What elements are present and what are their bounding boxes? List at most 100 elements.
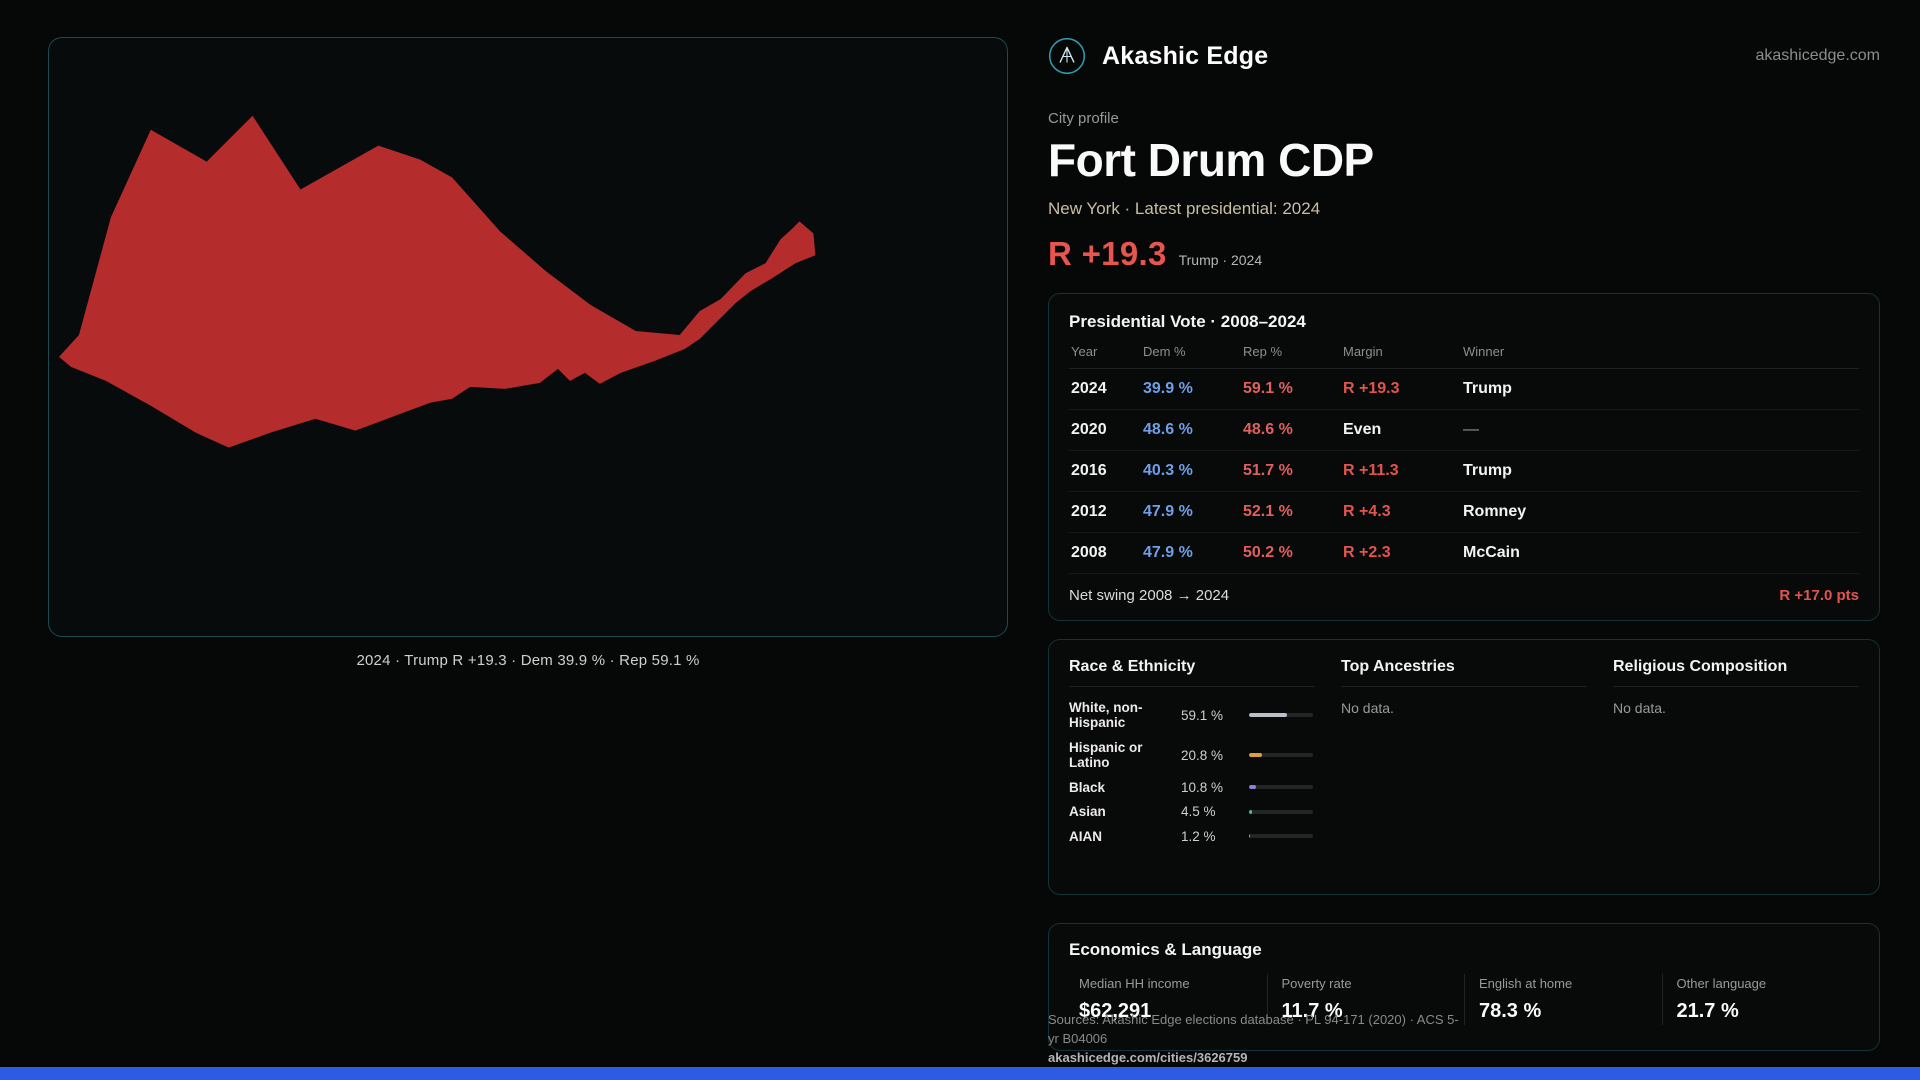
race-label: AIAN [1069, 828, 1102, 844]
bottom-bar [0, 1067, 1920, 1080]
brand-name: Akashic Edge [1102, 41, 1269, 70]
race-bar-fill [1249, 753, 1263, 758]
rep-cell: 51.7 % [1243, 461, 1293, 479]
winner-cell: Romney [1463, 502, 1527, 520]
vote-card-title: Presidential Vote · 2008–2024 [1069, 311, 1306, 331]
vote-row-2020: 2020 48.6 % 48.6 % Even — [1069, 410, 1859, 451]
vote-table: Year Dem % Rep % Margin Winner 2024 39.9… [1069, 344, 1859, 574]
race-row: White, non-Hispanic 59.1 % [1069, 700, 1315, 731]
partisan-lean-value: R +19.3 [1048, 234, 1167, 272]
col-header-dem: Dem % [1143, 343, 1186, 359]
race-bar [1249, 753, 1313, 758]
year-cell: 2012 [1071, 502, 1107, 520]
race-value: 20.8 % [1181, 747, 1224, 763]
rep-cell: 59.1 % [1243, 379, 1293, 397]
winner-cell: McCain [1463, 543, 1520, 561]
partisan-lean: R +19.3 Trump · 2024 [1048, 235, 1880, 273]
race-bar-fill [1249, 809, 1252, 814]
brand-header: Akashic Edge akashicedge.com [1048, 36, 1880, 76]
ancestries-empty-state: No data. [1341, 699, 1394, 716]
col-header-rep: Rep % [1243, 343, 1283, 359]
margin-cell: R +11.3 [1343, 461, 1399, 479]
col-header-winner: Winner [1463, 343, 1505, 359]
vote-row-2016: 2016 40.3 % 51.7 % R +11.3 Trump [1069, 451, 1859, 492]
economics-title: Economics & Language [1069, 939, 1262, 959]
col-header-margin: Margin [1343, 343, 1383, 359]
margin-cell: R +2.3 [1343, 543, 1391, 561]
rep-cell: 50.2 % [1243, 543, 1293, 561]
stat-value: 78.3 % [1479, 999, 1542, 1022]
map-caption: 2024 · Trump R +19.3 · Dem 39.9 % · Rep … [356, 652, 700, 669]
dem-cell: 39.9 % [1143, 379, 1193, 397]
dem-cell: 47.9 % [1143, 502, 1193, 520]
race-value: 10.8 % [1181, 779, 1224, 795]
brand-logo-icon [1048, 37, 1086, 75]
race-bar-fill [1249, 785, 1256, 790]
race-value: 59.1 % [1181, 707, 1224, 723]
net-swing-row: Net swing 2008 → 2024 R +17.0 pts [1069, 574, 1859, 604]
rep-cell: 48.6 % [1243, 420, 1293, 438]
race-label: Hispanic or Latino [1069, 739, 1143, 771]
race-bar [1249, 713, 1313, 718]
year-cell: 2016 [1071, 461, 1107, 479]
vote-row-2008: 2008 47.9 % 50.2 % R +2.3 McCain [1069, 533, 1859, 574]
race-row: AIAN 1.2 % [1069, 829, 1315, 845]
race-label: Black [1069, 779, 1106, 795]
stat-value: 11.7 % [1281, 999, 1343, 1022]
partisan-lean-note: Trump · 2024 [1178, 251, 1263, 268]
stat-label: Other language [1676, 975, 1767, 991]
demographics-card: Race & Ethnicity White, non-Hispanic 59.… [1048, 638, 1880, 895]
dem-cell: 40.3 % [1143, 461, 1193, 479]
race-bar [1249, 785, 1313, 790]
profile-content: Akashic Edge akashicedge.com City profil… [1048, 0, 1880, 1051]
map-panel [48, 37, 1008, 637]
economics-card: Economics & Language Median HH income $6… [1048, 922, 1880, 1051]
race-row: Asian 4.5 % [1069, 804, 1315, 820]
race-bar [1249, 809, 1313, 814]
stat-english-at-home: English at home 78.3 % [1464, 973, 1662, 1025]
stat-value: $62,291 [1079, 999, 1152, 1022]
ancestries-column: Top Ancestries No data. [1341, 658, 1587, 854]
race-ethnicity-title: Race & Ethnicity [1069, 658, 1315, 687]
net-swing-label: Net swing 2008 → 2024 [1069, 586, 1230, 604]
ancestries-title: Top Ancestries [1341, 658, 1587, 687]
year-cell: 2024 [1071, 379, 1107, 397]
race-value: 1.2 % [1181, 828, 1216, 844]
race-bar [1249, 834, 1313, 839]
margin-cell: Even [1343, 420, 1382, 438]
dem-cell: 48.6 % [1143, 420, 1193, 438]
religion-column: Religious Composition No data. [1613, 658, 1859, 854]
stat-value: 21.7 % [1676, 999, 1739, 1022]
dem-cell: 47.9 % [1143, 543, 1193, 561]
margin-cell: R +4.3 [1343, 502, 1391, 520]
year-cell: 2020 [1071, 420, 1107, 438]
stat-other-language: Other language 21.7 % [1661, 973, 1860, 1025]
net-swing-value: R +17.0 pts [1779, 586, 1859, 604]
presidential-vote-card: Presidential Vote · 2008–2024 Year Dem %… [1048, 292, 1880, 621]
religion-title: Religious Composition [1613, 658, 1859, 687]
race-ethnicity-column: Race & Ethnicity White, non-Hispanic 59.… [1069, 658, 1315, 854]
vote-row-2012: 2012 47.9 % 52.1 % R +4.3 Romney [1069, 492, 1859, 533]
stat-label: Median HH income [1079, 975, 1190, 991]
page-kicker: City profile [1048, 110, 1119, 127]
race-row: Hispanic or Latino 20.8 % [1069, 740, 1315, 771]
winner-cell: Trump [1463, 379, 1512, 397]
race-bar-fill [1249, 713, 1287, 718]
rep-cell: 52.1 % [1243, 502, 1293, 520]
stat-label: Poverty rate [1281, 975, 1352, 991]
winner-cell: — [1463, 420, 1479, 438]
col-header-year: Year [1071, 343, 1098, 359]
race-row: Black 10.8 % [1069, 780, 1315, 796]
race-value: 4.5 % [1181, 804, 1216, 820]
city-boundary-map [58, 115, 816, 448]
religion-empty-state: No data. [1613, 699, 1666, 716]
permalink: akashicedge.com/cities/3626759 [1048, 1050, 1248, 1065]
stat-median-income: Median HH income $62,291 [1069, 974, 1267, 1025]
margin-cell: R +19.3 [1343, 379, 1400, 397]
stat-poverty-rate: Poverty rate 11.7 % [1266, 973, 1465, 1025]
page-title: Fort Drum CDP [1048, 134, 1374, 186]
page-subtitle: New York · Latest presidential: 2024 [1048, 198, 1321, 218]
economics-stats: Median HH income $62,291 Poverty rate 11… [1069, 973, 1860, 1025]
winner-cell: Trump [1463, 461, 1512, 479]
